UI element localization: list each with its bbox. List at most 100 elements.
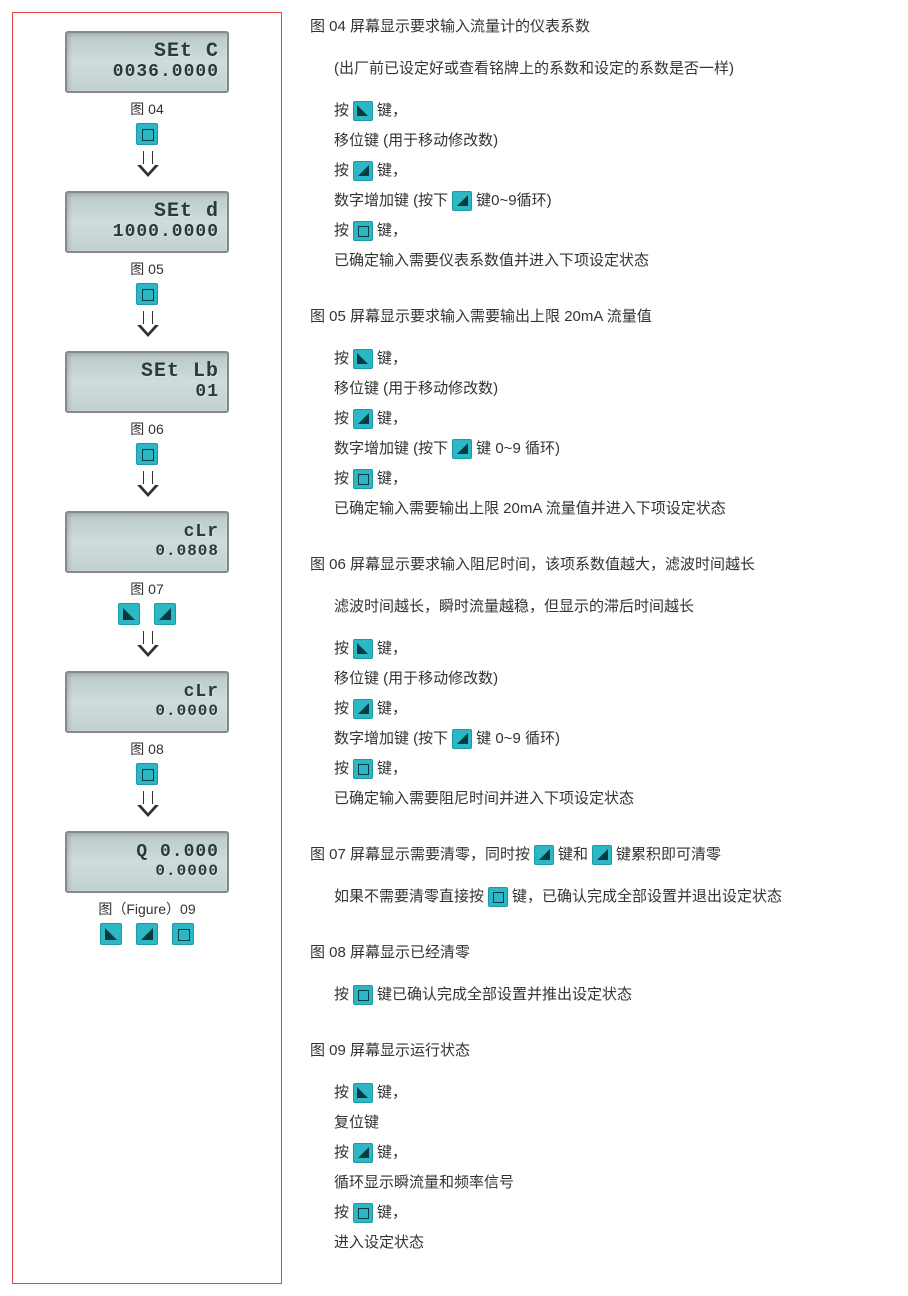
lcd-line-top: SEt d <box>75 201 219 223</box>
section-title: 图 05 屏幕显示要求输入需要输出上限 20mA 流量值 <box>310 302 896 332</box>
step-line: 按 键， <box>334 156 896 186</box>
step-line: 按 键， <box>334 634 896 664</box>
square-button-icon <box>353 221 373 241</box>
triangle-right-button-icon <box>353 101 373 121</box>
step-list: 按 键，移位键 (用于移动修改数)按 键，数字增加键 (按下 键 0~9 循环)… <box>334 634 896 814</box>
section-9: 图 09 屏幕显示运行状态按 键，复位键按 键，循环显示瞬流量和频率信号按 键，… <box>310 1036 896 1258</box>
step-line: 按 键， <box>334 344 896 374</box>
section-subtitle: (出厂前已设定好或查看铭牌上的系数和设定的系数是否一样) <box>334 54 896 84</box>
section-8: 图 08 屏幕显示已经清零按 键已确认完成全部设置并推出设定状态 <box>310 938 896 1010</box>
triangle-left-button-icon <box>353 1143 373 1163</box>
triangle-left-button-icon <box>353 699 373 719</box>
step-line: 按 键， <box>334 1138 896 1168</box>
step-line: 按 键， <box>334 694 896 724</box>
figure-label: 图 07 <box>130 579 163 599</box>
step-line: 移位键 (用于移动修改数) <box>334 374 896 404</box>
triangle-left-button-icon <box>154 603 176 625</box>
section-subtitle: 按 键已确认完成全部设置并推出设定状态 <box>334 980 896 1010</box>
instructions-column: 图 04 屏幕显示要求输入流量计的仪表系数 (出厂前已设定好或查看铭牌上的系数和设… <box>282 12 896 1284</box>
square-button-icon <box>136 123 158 145</box>
lcd-display-5: SEt d1000.0000 <box>65 191 229 253</box>
triangle-right-button-icon <box>100 923 122 945</box>
step-line: 按 键， <box>334 464 896 494</box>
section-title: 图 08 屏幕显示已经清零 <box>310 938 896 968</box>
step-line: 按 键， <box>334 754 896 784</box>
lcd-display-9: Q 0.0000.0000 <box>65 831 229 893</box>
triangle-left-button-icon <box>452 191 472 211</box>
step-line: 已确定输入需要阻尼时间并进入下项设定状态 <box>334 784 896 814</box>
button-row <box>136 443 158 465</box>
step-line: 移位键 (用于移动修改数) <box>334 664 896 694</box>
arrow-down-icon <box>135 791 159 817</box>
step-line: 按 键， <box>334 1078 896 1108</box>
lcd-line-top: SEt C <box>75 41 219 63</box>
lcd-line-top: cLr <box>75 683 219 703</box>
arrow-down-icon <box>135 631 159 657</box>
section-5: 图 05 屏幕显示要求输入需要输出上限 20mA 流量值按 键，移位键 (用于移… <box>310 302 896 524</box>
lcd-line-bottom: 1000.0000 <box>75 223 219 243</box>
step-line: 已确定输入需要仪表系数值并进入下项设定状态 <box>334 246 896 276</box>
triangle-left-button-icon <box>592 845 612 865</box>
square-button-icon <box>353 469 373 489</box>
figure-label: 图 05 <box>130 259 163 279</box>
figures-column: SEt C0036.0000 图 04 SEt d1000.0000 图 05 SEt … <box>12 12 282 1284</box>
square-button-icon <box>136 283 158 305</box>
step-line: 数字增加键 (按下 键0~9循环) <box>334 186 896 216</box>
button-row <box>118 603 176 625</box>
square-button-icon <box>136 763 158 785</box>
square-button-icon <box>353 759 373 779</box>
step-list: 按 键，移位键 (用于移动修改数)按 键，数字增加键 (按下 键 0~9 循环)… <box>334 344 896 524</box>
step-line: 按 键， <box>334 216 896 246</box>
triangle-left-button-icon <box>534 845 554 865</box>
square-button-icon <box>136 443 158 465</box>
step-line: 按 键， <box>334 1198 896 1228</box>
arrow-down-icon <box>135 151 159 177</box>
figure-label: 图（Figure）09 <box>98 899 195 919</box>
section-subtitle: 滤波时间越长，瞬时流量越稳，但显示的滞后时间越长 <box>334 592 896 622</box>
step-list: 按 键，复位键按 键，循环显示瞬流量和频率信号按 键，进入设定状态 <box>334 1078 896 1258</box>
lcd-display-7: cLr0.0808 <box>65 511 229 573</box>
step-line: 移位键 (用于移动修改数) <box>334 126 896 156</box>
step-line: 复位键 <box>334 1108 896 1138</box>
section-title: 图 06 屏幕显示要求输入阻尼时间，该项系数值越大，滤波时间越长 <box>310 550 896 580</box>
lcd-display-8: cLr0.0000 <box>65 671 229 733</box>
lcd-line-top: SEt Lb <box>75 361 219 383</box>
figure-label: 图 04 <box>130 99 163 119</box>
arrow-down-icon <box>135 311 159 337</box>
lcd-line-bottom: 0.0808 <box>75 543 219 561</box>
lcd-line-bottom: 0036.0000 <box>75 63 219 83</box>
step-line: 数字增加键 (按下 键 0~9 循环) <box>334 724 896 754</box>
triangle-right-button-icon <box>118 603 140 625</box>
triangle-left-button-icon <box>353 161 373 181</box>
step-list: 按 键，移位键 (用于移动修改数)按 键，数字增加键 (按下 键0~9循环)按 … <box>334 96 896 276</box>
lcd-line-top: Q 0.000 <box>75 843 219 863</box>
lcd-line-bottom: 0.0000 <box>75 703 219 721</box>
section-7: 图 07 屏幕显示需要清零，同时按 键和 键累积即可清零如果不需要清零直接按 键… <box>310 840 896 912</box>
button-row <box>136 763 158 785</box>
triangle-left-button-icon <box>452 729 472 749</box>
triangle-left-button-icon <box>353 409 373 429</box>
square-button-icon <box>353 985 373 1005</box>
step-line: 按 键， <box>334 404 896 434</box>
step-line: 进入设定状态 <box>334 1228 896 1258</box>
lcd-line-bottom: 0.0000 <box>75 863 219 881</box>
step-line: 数字增加键 (按下 键 0~9 循环) <box>334 434 896 464</box>
square-button-icon <box>353 1203 373 1223</box>
section-4: 图 04 屏幕显示要求输入流量计的仪表系数 (出厂前已设定好或查看铭牌上的系数和设… <box>310 12 896 276</box>
figure-label: 图 08 <box>130 739 163 759</box>
step-line: 按 键， <box>334 96 896 126</box>
step-line: 循环显示瞬流量和频率信号 <box>334 1168 896 1198</box>
figure-label: 图 06 <box>130 419 163 439</box>
lcd-line-top: cLr <box>75 523 219 543</box>
triangle-right-button-icon <box>353 349 373 369</box>
section-title: 图 09 屏幕显示运行状态 <box>310 1036 896 1066</box>
lcd-line-bottom: 01 <box>75 383 219 403</box>
section-6: 图 06 屏幕显示要求输入阻尼时间，该项系数值越大，滤波时间越长滤波时间越长，瞬… <box>310 550 896 814</box>
button-row <box>100 923 194 945</box>
square-button-icon <box>488 887 508 907</box>
section-title: 图 04 屏幕显示要求输入流量计的仪表系数 <box>310 12 896 42</box>
button-row <box>136 283 158 305</box>
triangle-right-button-icon <box>353 639 373 659</box>
square-button-icon <box>172 923 194 945</box>
arrow-down-icon <box>135 471 159 497</box>
